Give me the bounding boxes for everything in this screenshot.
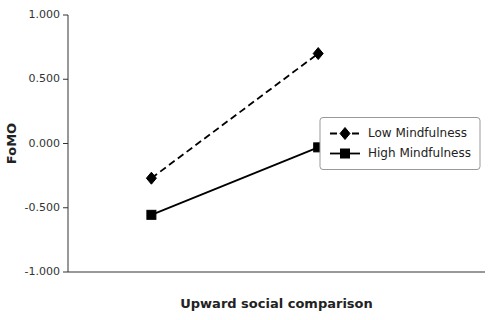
x-axis-line: [68, 272, 485, 273]
y-tick-label: 0.500: [29, 72, 61, 85]
legend-marker: [341, 149, 350, 158]
y-tick: [63, 143, 68, 144]
legend-label: High Mindfulness: [368, 146, 471, 160]
y-tick-label: -1.000: [25, 265, 60, 278]
legend-marker: [340, 128, 350, 140]
x-axis-label: Upward social comparison: [180, 296, 373, 311]
series-line: [151, 147, 318, 214]
legend: Low Mindfulness High Mindfulness: [320, 118, 480, 170]
y-tick: [63, 207, 68, 208]
point-marker: [313, 48, 323, 60]
y-tick-label: 1.000: [29, 8, 61, 21]
y-tick: [63, 272, 68, 273]
y-tick: [63, 79, 68, 80]
legend-box: [320, 118, 480, 170]
chart-svg: -1.000 -0.500 0.000 0.500 1.000 Upward social…: [0, 0, 500, 320]
y-tick-label: -0.500: [25, 201, 60, 214]
series-line: [151, 54, 318, 179]
point-marker: [146, 172, 156, 184]
y-tick: [63, 15, 68, 16]
plot-area: [146, 48, 323, 220]
legend-label: Low Mindfulness: [368, 126, 467, 140]
point-marker: [147, 210, 156, 219]
y-tick-label: 0.000: [29, 137, 61, 150]
y-axis-label: FoMO: [4, 123, 19, 164]
chart-container: -1.000 -0.500 0.000 0.500 1.000 Upward social…: [0, 0, 500, 320]
